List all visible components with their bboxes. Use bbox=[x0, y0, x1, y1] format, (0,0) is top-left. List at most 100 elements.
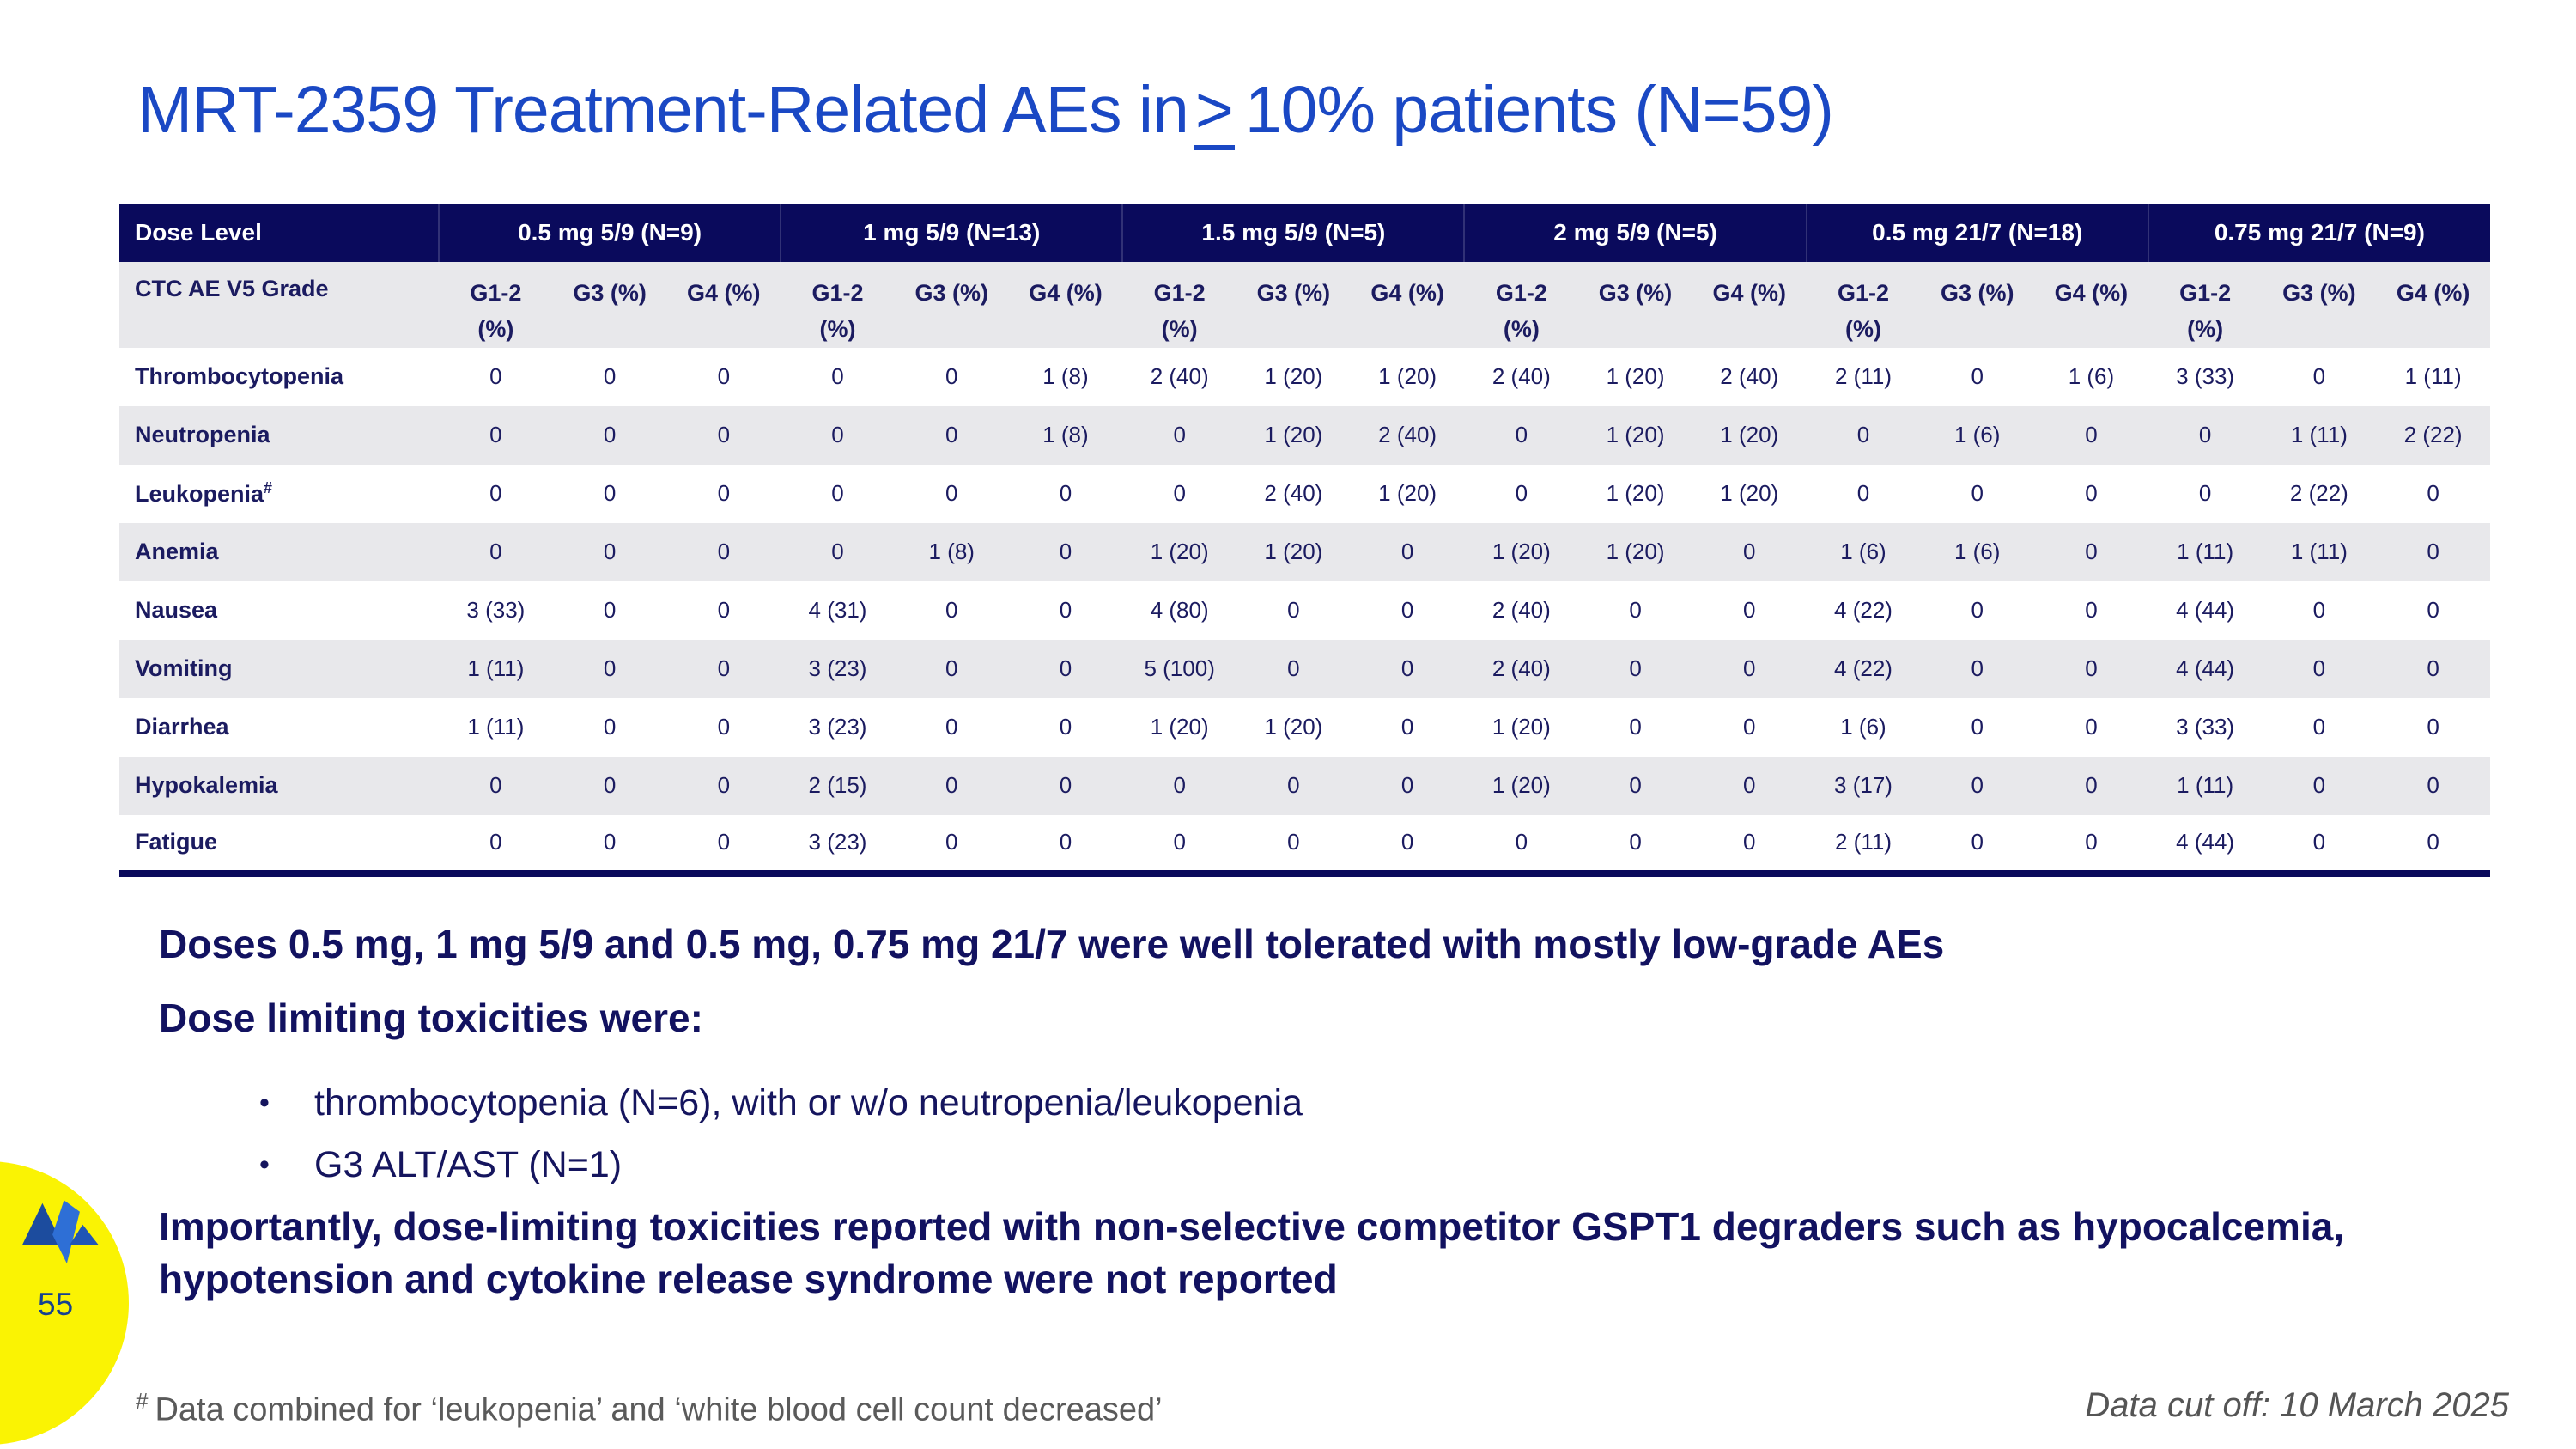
grade-col-header: G1-2 (%) bbox=[1464, 262, 1579, 348]
ae-value-cell: 0 bbox=[603, 422, 617, 448]
ae-value-cell: 1 (20) bbox=[1606, 422, 1665, 448]
dose-group-header: 0.5 mg 5/9 (N=9) bbox=[437, 204, 781, 262]
ae-value-cell: 0 bbox=[1971, 655, 1984, 682]
dose-group-header: 1.5 mg 5/9 (N=5) bbox=[1121, 204, 1465, 262]
greater-equal-symbol: > bbox=[1193, 76, 1235, 150]
ae-value-cell: 0 bbox=[1122, 814, 1237, 877]
ae-value-cell: 0 bbox=[603, 655, 617, 682]
table-row: Anemia 0 0 0 0 1 (8) 0 1 (20) 1 (20) 0 1 (20) 1 (20… bbox=[119, 522, 2490, 581]
ae-value-cell: 0 bbox=[2085, 480, 2098, 507]
ae-table-container: Dose Level 0.5 mg 5/9 (N=9) 1 mg 5/9 (N=13… bbox=[119, 204, 2490, 877]
competitor-comparison-statement: Importantly, dose-limiting toxicities re… bbox=[159, 1204, 2345, 1302]
ae-value-cell: 0 bbox=[1059, 714, 1072, 740]
ae-value-cell: 0 bbox=[489, 539, 502, 565]
ae-value-cell: 0 bbox=[945, 363, 958, 390]
ae-value-cell: 1 (20) bbox=[1378, 480, 1437, 507]
ae-value-cell: 0 bbox=[1236, 814, 1351, 877]
ae-value-cell: 3 (33) bbox=[2176, 363, 2235, 390]
ae-value-cell: 2 (22) bbox=[2289, 480, 2348, 507]
ae-value-cell: 0 bbox=[2198, 422, 2212, 448]
ae-value-cell: 0 bbox=[1971, 363, 1984, 390]
ae-value-cell: 0 bbox=[2427, 539, 2439, 565]
ae-value-cell: 0 bbox=[1464, 814, 1579, 877]
ae-value-cell: 0 bbox=[831, 363, 844, 390]
ae-row-label: Hypokalemia bbox=[135, 772, 278, 799]
ae-value-cell: 3 (23) bbox=[808, 714, 867, 740]
ae-row-label: Thrombocytopenia bbox=[135, 363, 344, 390]
ae-value-cell: 1 (8) bbox=[1042, 422, 1089, 448]
table-row: Leukopenia# 0 0 0 0 0 0 0 2 (40) 1 (20) 0 1 (20) 1 (… bbox=[119, 465, 2490, 523]
grade-header-row: CTC AE V5 Grade G1-2 (%) G3 (%) G4 (%) G1-2 … bbox=[119, 262, 2490, 348]
ae-value-cell: 0 bbox=[2427, 480, 2439, 507]
ae-value-cell: 0 bbox=[603, 480, 617, 507]
ae-value-cell: 0 bbox=[1743, 539, 1756, 565]
table-row: Neutropenia 0 0 0 0 0 1 (8) 0 1 (20) 2 (40) 0 1 (20… bbox=[119, 405, 2490, 465]
ae-value-cell: 2 (11) bbox=[1834, 363, 1892, 390]
ae-value-cell: 1 (20) bbox=[1606, 539, 1665, 565]
ae-value-cell: 1 (11) bbox=[2177, 539, 2234, 565]
ae-value-cell: 1 (20) bbox=[1150, 539, 1209, 565]
ae-value-cell: 0 bbox=[945, 480, 958, 507]
ae-value-cell: 0 bbox=[1287, 597, 1300, 624]
ae-value-cell: 4 (80) bbox=[1150, 597, 1209, 624]
grade-col-header: G1-2 (%) bbox=[439, 262, 553, 348]
ae-value-cell: 2 (40) bbox=[1264, 480, 1323, 507]
ae-value-cell: 0 bbox=[489, 772, 502, 799]
ae-value-cell: 0 bbox=[1578, 814, 1692, 877]
footnote-text: Data combined for ‘leukopenia’ and ‘whit… bbox=[155, 1391, 1163, 1428]
ae-value-cell: 0 bbox=[1743, 714, 1756, 740]
ae-value-cell: 1 (11) bbox=[467, 655, 525, 682]
ae-value-cell: 0 bbox=[2376, 814, 2490, 877]
ae-value-cell: 0 bbox=[717, 714, 731, 740]
ae-value-cell: 0 bbox=[603, 714, 617, 740]
list-item: • thrombocytopenia (N=6), with or w/o ne… bbox=[259, 1079, 1303, 1127]
list-item: • G3 ALT/AST (N=1) bbox=[259, 1141, 1303, 1189]
ae-value-cell: 1 (20) bbox=[1378, 363, 1437, 390]
ae-value-cell: 0 bbox=[2085, 539, 2098, 565]
ae-value-cell: 0 bbox=[945, 714, 958, 740]
ae-value-cell: 3 (33) bbox=[2176, 714, 2235, 740]
ae-row-label: Anemia bbox=[135, 539, 219, 565]
ae-value-cell: 1 (20) bbox=[1720, 480, 1779, 507]
footnote: # Data combined for ‘leukopenia’ and ‘whi… bbox=[136, 1388, 1163, 1429]
bullet-icon: • bbox=[259, 1087, 270, 1119]
ae-value-cell: 0 bbox=[1173, 772, 1186, 799]
ae-value-cell: 0 bbox=[1971, 714, 1984, 740]
ae-value-cell: 0 bbox=[2085, 597, 2098, 624]
table-row: Nausea 3 (33) 0 0 4 (31) 0 0 4 (80) 0 0 2 (40) 0 0 4 … bbox=[119, 581, 2490, 640]
table-row: Vomiting 1 (11) 0 0 3 (23) 0 0 5 (100) 0 0 2 (40) 0… bbox=[119, 639, 2490, 698]
ae-value-cell: 0 bbox=[439, 814, 553, 877]
ae-value-cell: 0 bbox=[1173, 422, 1186, 448]
ae-value-cell: 1 (20) bbox=[1264, 714, 1323, 740]
dlt-statement: Dose limiting toxicities were: bbox=[159, 995, 703, 1040]
ae-value-cell: 0 bbox=[2085, 772, 2098, 799]
grade-col-header: G4 (%) bbox=[1692, 262, 1807, 348]
grade-col-header: G3 (%) bbox=[1920, 262, 2035, 348]
grade-col-header: G4 (%) bbox=[1350, 262, 1465, 348]
ae-value-cell: 0 bbox=[1971, 597, 1984, 624]
ae-value-cell: 0 bbox=[2085, 422, 2098, 448]
ae-value-cell: 0 bbox=[2262, 814, 2377, 877]
ae-value-cell: 1 (8) bbox=[1042, 363, 1089, 390]
grade-col-header: G1-2 (%) bbox=[1806, 262, 1921, 348]
ae-value-cell: 0 bbox=[666, 814, 781, 877]
ae-value-cell: 0 bbox=[945, 772, 958, 799]
ae-value-cell: 2 (40) bbox=[1720, 363, 1779, 390]
ae-value-cell: 2 (40) bbox=[1492, 597, 1551, 624]
ae-value-cell: 0 bbox=[1400, 539, 1414, 565]
ae-value-cell: 0 bbox=[831, 539, 844, 565]
ae-value-cell: 0 bbox=[717, 363, 731, 390]
ae-value-cell: 0 bbox=[945, 422, 958, 448]
ae-row-label: Neutropenia bbox=[135, 422, 270, 448]
ae-value-cell: 0 bbox=[2427, 655, 2439, 682]
ae-value-cell: 1 (11) bbox=[2404, 363, 2462, 390]
dose-level-header-cell: Dose Level bbox=[119, 204, 439, 262]
ae-value-cell: 0 bbox=[1059, 772, 1072, 799]
monte-rosa-logo-icon bbox=[22, 1200, 99, 1263]
ae-value-cell: 0 bbox=[2034, 814, 2148, 877]
ae-value-cell: 0 bbox=[717, 655, 731, 682]
ae-value-cell: 0 bbox=[2198, 480, 2212, 507]
ae-value-cell: 0 bbox=[1400, 714, 1414, 740]
row-footnote-marker: # bbox=[264, 479, 273, 497]
ae-value-cell: 0 bbox=[2427, 597, 2439, 624]
